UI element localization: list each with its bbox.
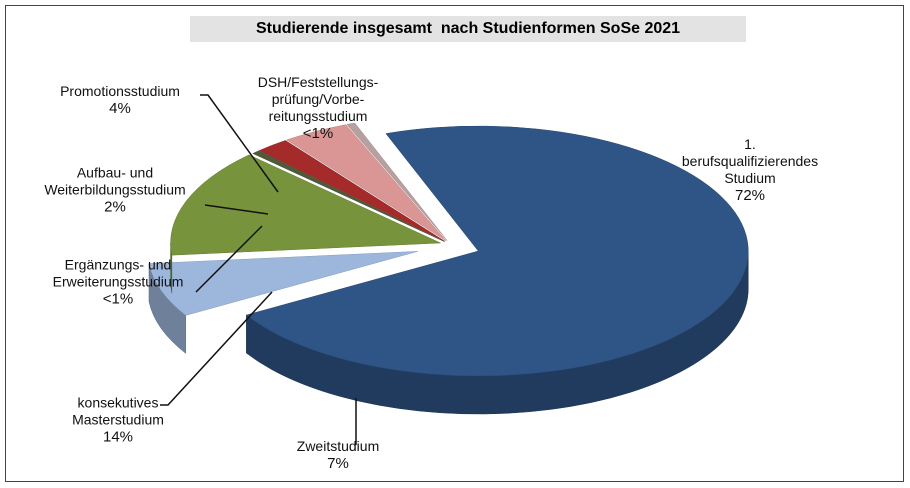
category-label: Ergänzungs- und Erweiterungsstudium	[52, 256, 184, 290]
value-label: 4%	[109, 100, 131, 117]
slice	[170, 154, 441, 256]
value-label: 7%	[327, 455, 349, 472]
pie	[148, 122, 749, 415]
value-label: 14%	[102, 428, 134, 446]
leaders	[160, 94, 357, 445]
slice-label: konsekutives Masterstudium 14%	[72, 395, 164, 446]
slice-label: Ergänzungs- und Erweiterungsstudium <1%	[53, 257, 184, 308]
slice	[148, 251, 418, 316]
slice-label: Promotionsstudium 4%	[60, 83, 180, 117]
leader-line	[204, 204, 269, 215]
leader-line	[200, 94, 279, 193]
slice-label: Aufbau- und Weiterbildungsstudium 2%	[44, 165, 185, 216]
category-label: Aufbau- und Weiterbildungsstudium	[44, 164, 186, 198]
slice-label: Zweitstudium 7%	[297, 438, 379, 472]
slice	[245, 125, 749, 377]
value-label: <1%	[302, 125, 334, 142]
category-label: Promotionsstudium	[60, 83, 180, 99]
category-label: 1. berufsqualifizierendes Studium	[681, 136, 819, 186]
slice-label: 1. berufsqualifizierendes Studium 72%	[682, 136, 818, 204]
slice	[346, 122, 448, 241]
leader-line	[195, 225, 263, 293]
value-label: <1%	[102, 290, 134, 308]
category-label: Zweitstudium	[296, 438, 380, 454]
slice	[286, 124, 447, 242]
value-label: 72%	[734, 187, 766, 204]
value-label: 2%	[104, 198, 126, 216]
slice-label: DSH/Feststellungs- prüfung/Vorbe- reitun…	[258, 74, 379, 142]
category-label: DSH/Feststellungs- prüfung/Vorbe- reitun…	[257, 74, 379, 124]
category-label: konsekutives Masterstudium	[72, 394, 164, 428]
chart-title: Studierende insgesamt nach Studienformen…	[190, 16, 746, 42]
leader-line	[160, 291, 273, 406]
slice	[258, 140, 446, 242]
slice	[252, 150, 445, 242]
